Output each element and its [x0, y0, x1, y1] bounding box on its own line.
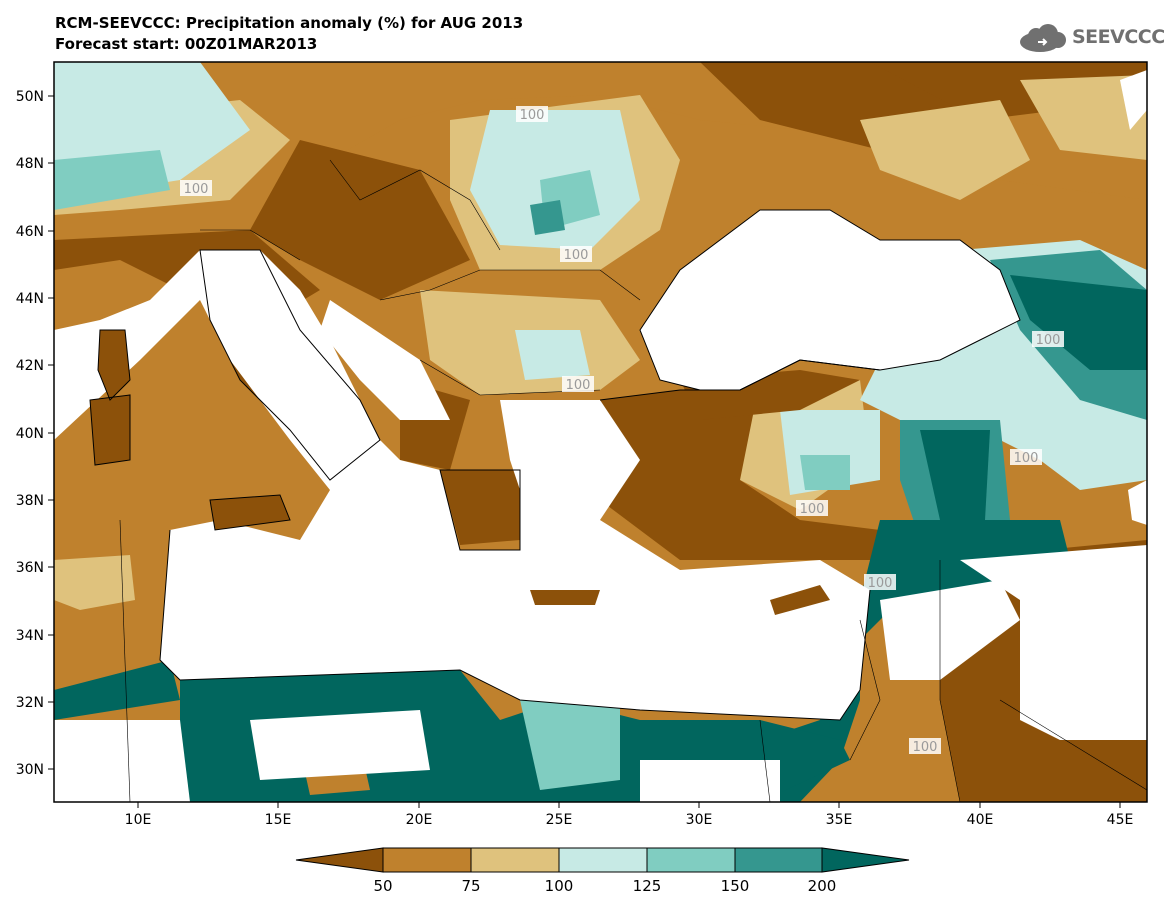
cloud-icon	[1020, 24, 1066, 52]
lat-tick-label: 40N	[16, 426, 44, 442]
black-sea	[640, 210, 1020, 390]
colorbar-label: 200	[808, 877, 837, 895]
logo-text: SEEVCCC	[1072, 26, 1165, 48]
lat-tick-label: 44N	[16, 291, 44, 307]
colorbar-segment	[734, 847, 823, 873]
adriatic-sea	[320, 300, 450, 420]
map-fill	[54, 62, 1147, 802]
aegean-sea	[500, 400, 640, 520]
lat-tick-label: 34N	[16, 628, 44, 644]
lon-tick-label: 20E	[406, 812, 433, 828]
lon-tick-label: 30E	[686, 812, 713, 828]
contour-label: 100	[800, 502, 825, 517]
lat-tick-label: 36N	[16, 560, 44, 576]
teal-levant	[750, 520, 1070, 802]
colorbar-segment	[558, 847, 648, 873]
lon-tick-label: 35E	[826, 812, 853, 828]
colorbar: 50 75 100 125 150 200	[295, 847, 910, 895]
lat-tick-label: 48N	[16, 156, 44, 172]
lat-axis: 50N 48N 46N 44N 42N 40N 38N 36N 34N 32N …	[16, 89, 54, 778]
contour-label: 100	[566, 378, 591, 393]
colorbar-label: 150	[721, 877, 750, 895]
colorbar-segment	[295, 847, 384, 873]
colorbar-segment	[646, 847, 736, 873]
colorbar-label: 50	[373, 877, 392, 895]
lat-tick-label: 50N	[16, 89, 44, 105]
lat-tick-label: 38N	[16, 493, 44, 509]
map-frame	[53, 61, 1148, 803]
mediterranean-sea	[54, 250, 870, 720]
colorbar-label: 100	[545, 877, 574, 895]
map-subtitle: Forecast start: 00Z01MAR2013	[55, 35, 318, 53]
contour-label: 100	[520, 108, 545, 123]
colorbar-label: 125	[633, 877, 662, 895]
lat-tick-label: 30N	[16, 762, 44, 778]
country-borders	[119, 159, 1147, 802]
lon-axis: 10E 15E 20E 25E 30E 35E 40E 45E	[125, 802, 1134, 828]
lon-tick-label: 40E	[967, 812, 994, 828]
contour-labels: 100 100 100 100 100 100 100 100 100	[180, 106, 1064, 755]
contour-label: 100	[1036, 333, 1061, 348]
lon-tick-label: 10E	[125, 812, 152, 828]
lat-tick-label: 46N	[16, 224, 44, 240]
lat-tick-label: 32N	[16, 695, 44, 711]
dark-brown-hungary	[250, 140, 470, 300]
contour-label: 100	[913, 740, 938, 755]
coastlines	[89, 209, 1021, 721]
dark-brown-anatolia	[600, 380, 900, 560]
contour-label: 100	[184, 182, 209, 197]
lat-tick-label: 42N	[16, 358, 44, 374]
lon-tick-label: 15E	[265, 812, 292, 828]
colorbar-segment	[382, 847, 472, 873]
lon-tick-label: 45E	[1107, 812, 1134, 828]
contour-label: 100	[868, 576, 893, 591]
colorbar-segment	[821, 847, 910, 873]
lon-tick-label: 25E	[546, 812, 573, 828]
contour-label: 100	[564, 248, 589, 263]
colorbar-segment	[470, 847, 560, 873]
colorbar-label: 75	[461, 877, 480, 895]
map-title: RCM-SEEVCCC: Precipitation anomaly (%) f…	[55, 14, 524, 32]
contour-label: 100	[1014, 451, 1039, 466]
